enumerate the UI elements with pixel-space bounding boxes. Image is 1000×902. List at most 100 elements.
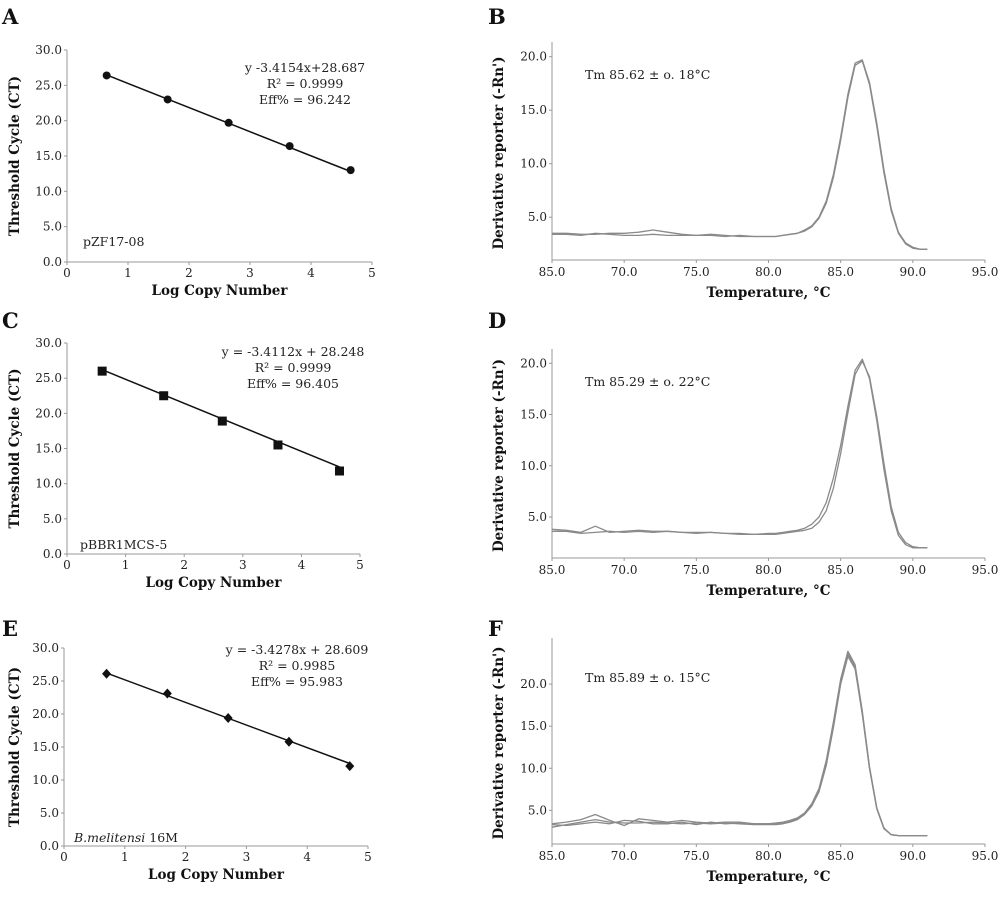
y-tick-label: 25.0	[35, 78, 62, 92]
y-tick-label: 30.0	[35, 336, 62, 350]
x-tick-label: 4	[298, 558, 306, 572]
data-point	[217, 416, 227, 426]
y-tick-label: 5.0	[528, 210, 547, 224]
data-point	[224, 118, 233, 127]
y-tick-label: 15.0	[520, 719, 547, 733]
melt-curve-series	[552, 59, 928, 250]
y-tick-label: 5.0	[528, 510, 547, 524]
x-tick-label: 1	[122, 558, 130, 572]
sample-label-italic: B.melitensi	[73, 830, 149, 845]
sample-label: pBBR1MCS-5	[80, 537, 167, 552]
x-axis-label: Log Copy Number	[146, 575, 283, 591]
melt-curve-series	[552, 360, 928, 549]
data-point	[163, 95, 172, 104]
y-tick-label: 0.0	[43, 255, 62, 269]
panel-letter: A	[2, 4, 19, 29]
y-tick-label: 20.0	[35, 114, 62, 128]
y-tick-label: 5.0	[528, 803, 547, 817]
x-tick-label: 75.0	[683, 265, 710, 279]
y-tick-label: 15.0	[35, 149, 62, 163]
x-tick-label: 75.0	[683, 849, 710, 863]
x-tick-label: 70.0	[611, 563, 638, 577]
data-point	[273, 440, 283, 450]
data-point	[102, 668, 112, 679]
y-tick-label: 15.0	[35, 442, 62, 456]
y-tick-label: 20.0	[32, 707, 59, 721]
y-tick-label: 20.0	[520, 50, 547, 64]
data-point	[284, 736, 294, 747]
sample-label-text: pBBR1MCS-5	[80, 537, 167, 552]
x-tick-label: 95.0	[972, 849, 999, 863]
panel-letter: C	[2, 308, 19, 333]
y-tick-label: 25.0	[32, 674, 59, 688]
y-axis-label: Threshold Cycle (CT)	[7, 667, 23, 827]
y-tick-label: 10.0	[520, 157, 547, 171]
x-tick-label: 2	[185, 266, 193, 280]
x-tick-label: 2	[182, 850, 190, 864]
x-axis-label: Temperature, °C	[707, 583, 831, 599]
x-tick-label: 0	[63, 266, 71, 280]
y-tick-label: 15.0	[32, 740, 59, 754]
x-tick-label: 1	[121, 850, 129, 864]
regression-annotation: y = -3.4112x + 28.248	[221, 344, 365, 359]
x-tick-label: 3	[239, 558, 247, 572]
x-tick-label: 90.0	[899, 265, 926, 279]
data-point	[223, 712, 233, 723]
regression-annotation: y = -3.4278x + 28.609	[225, 642, 369, 657]
sample-label: pZF17-08	[83, 234, 144, 249]
y-tick-label: 10.0	[35, 184, 62, 198]
y-axis-label: Threshold Cycle (CT)	[7, 76, 23, 236]
regression-annotation: Eff% = 96.242	[259, 92, 351, 107]
sample-label: B.melitensi 16M	[73, 830, 178, 845]
x-tick-label: 0	[63, 558, 71, 572]
x-tick-label: 0	[60, 850, 68, 864]
x-tick-label: 1	[124, 266, 132, 280]
x-tick-label: 5	[368, 266, 376, 280]
y-tick-label: 0.0	[40, 839, 59, 853]
regression-annotation: Eff% = 95.983	[251, 674, 343, 689]
melt-curve-series	[551, 650, 928, 837]
x-tick-label: 75.0	[683, 563, 710, 577]
x-tick-label: 85.0	[539, 563, 566, 577]
melt-curve-chart-b: 5.0 10.0 15.0 20.0 85.0 70.0 75.0 80.0 85.0 90.0 9…	[491, 42, 998, 301]
data-point	[334, 466, 344, 476]
x-tick-label: 5	[364, 850, 372, 864]
tm-annotation: Tm 85.62 ± o. 18°C	[585, 67, 710, 82]
std-curve-chart-e: 0.0 5.0 10.0 15.0 20.0 25.0 30.0 0 1 2 3 4 5 Log Copy…	[7, 641, 372, 883]
data-point	[97, 366, 107, 376]
y-tick-label: 15.0	[520, 408, 547, 422]
y-tick-label: 10.0	[520, 459, 547, 473]
melt-curve-chart-f: 5.0 10.0 15.0 20.0 85.0 70.0 75.0 80.0 85.0 90.0 9…	[491, 638, 999, 885]
panel-f: F 5.0 10.0 15.0 20.0 85.0 70.0 75.0 80.0 85.0 90.…	[488, 604, 1000, 902]
x-tick-label: 95.0	[972, 563, 999, 577]
panel-letter: E	[2, 616, 19, 641]
panel-letter: F	[488, 616, 503, 641]
x-tick-label: 85.0	[539, 849, 566, 863]
x-tick-label: 4	[303, 850, 311, 864]
panel-letter: B	[488, 4, 506, 29]
x-axis-label: Log Copy Number	[148, 867, 285, 883]
y-axis-label: Derivative reporter (-Rn')	[491, 56, 507, 249]
x-tick-label: 70.0	[611, 849, 638, 863]
x-tick-label: 80.0	[755, 563, 782, 577]
x-tick-label: 90.0	[899, 849, 926, 863]
y-tick-label: 0.0	[43, 547, 62, 561]
regression-annotation: y -3.4154x+28.687	[244, 60, 365, 75]
x-tick-label: 4	[307, 266, 315, 280]
x-tick-label: 85.0	[827, 265, 854, 279]
y-axis-label: Derivative reporter (-Rn')	[491, 359, 507, 552]
y-tick-label: 5.0	[40, 806, 59, 820]
y-tick-label: 10.0	[32, 773, 59, 787]
x-tick-label: 3	[243, 850, 251, 864]
y-tick-label: 30.0	[32, 641, 59, 655]
panel-d: D 5.0 10.0 15.0 20.0 85.0 70.0 75.0 80.0 85.0 90.…	[488, 300, 1000, 610]
regression-annotation: R² = 0.9999	[255, 360, 332, 375]
data-point	[102, 71, 111, 80]
x-axis-label: Log Copy Number	[152, 283, 289, 299]
sample-label-text: 16M	[149, 830, 178, 845]
panel-b: B 5.0 10.0 15.0 20.0 85.0 70.0 75.0 80.0 85.0 90.…	[488, 0, 1000, 310]
melt-curve-chart-d: 5.0 10.0 15.0 20.0 85.0 70.0 75.0 80.0 85.0 90.0 9…	[491, 349, 999, 599]
x-tick-label: 3	[246, 266, 254, 280]
x-tick-label: 85.0	[539, 265, 566, 279]
x-tick-label: 2	[180, 558, 188, 572]
